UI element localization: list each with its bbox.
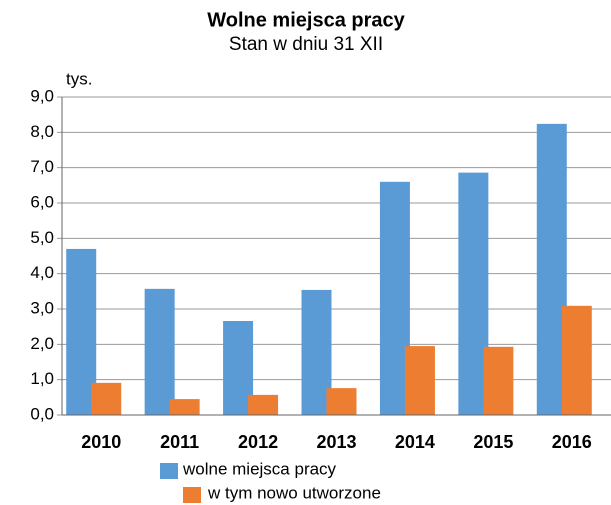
y-tick-label: 9,0 <box>30 86 54 105</box>
x-tick-label: 2010 <box>81 432 121 452</box>
legend-label: wolne miejsca pracy <box>182 459 337 478</box>
y-tick-label: 0,0 <box>30 404 54 423</box>
legend-swatch <box>183 487 201 503</box>
y-tick-label: 5,0 <box>30 228 54 247</box>
legend-swatch <box>160 463 178 479</box>
x-tick-label: 2016 <box>552 432 592 452</box>
chart-title: Wolne miejsca pracy <box>207 9 405 31</box>
y-tick-label: 1,0 <box>30 369 54 388</box>
y-tick-label: 4,0 <box>30 263 54 282</box>
x-tick-label: 2013 <box>316 432 356 452</box>
x-tick-label: 2012 <box>238 432 278 452</box>
bar <box>169 399 200 415</box>
bar <box>404 346 435 415</box>
x-tick-label: 2014 <box>395 432 435 452</box>
y-tick-label: 7,0 <box>30 157 54 176</box>
chart-subtitle: Stan w dniu 31 XII <box>229 34 383 55</box>
x-tick-label: 2011 <box>160 432 199 452</box>
bar <box>561 305 592 415</box>
bar <box>144 288 175 415</box>
y-tick-label: 2,0 <box>30 334 54 353</box>
bar <box>91 382 122 415</box>
bar <box>248 394 279 415</box>
x-tick-label: 2015 <box>473 432 513 452</box>
y-tick-label: 8,0 <box>30 122 54 141</box>
bar <box>483 346 514 415</box>
y-axis-label: tys. <box>66 69 92 88</box>
y-tick-label: 6,0 <box>30 192 54 211</box>
legend-label: w tym nowo utworzone <box>207 483 381 502</box>
y-tick-label: 3,0 <box>30 298 54 317</box>
bar <box>326 388 357 415</box>
